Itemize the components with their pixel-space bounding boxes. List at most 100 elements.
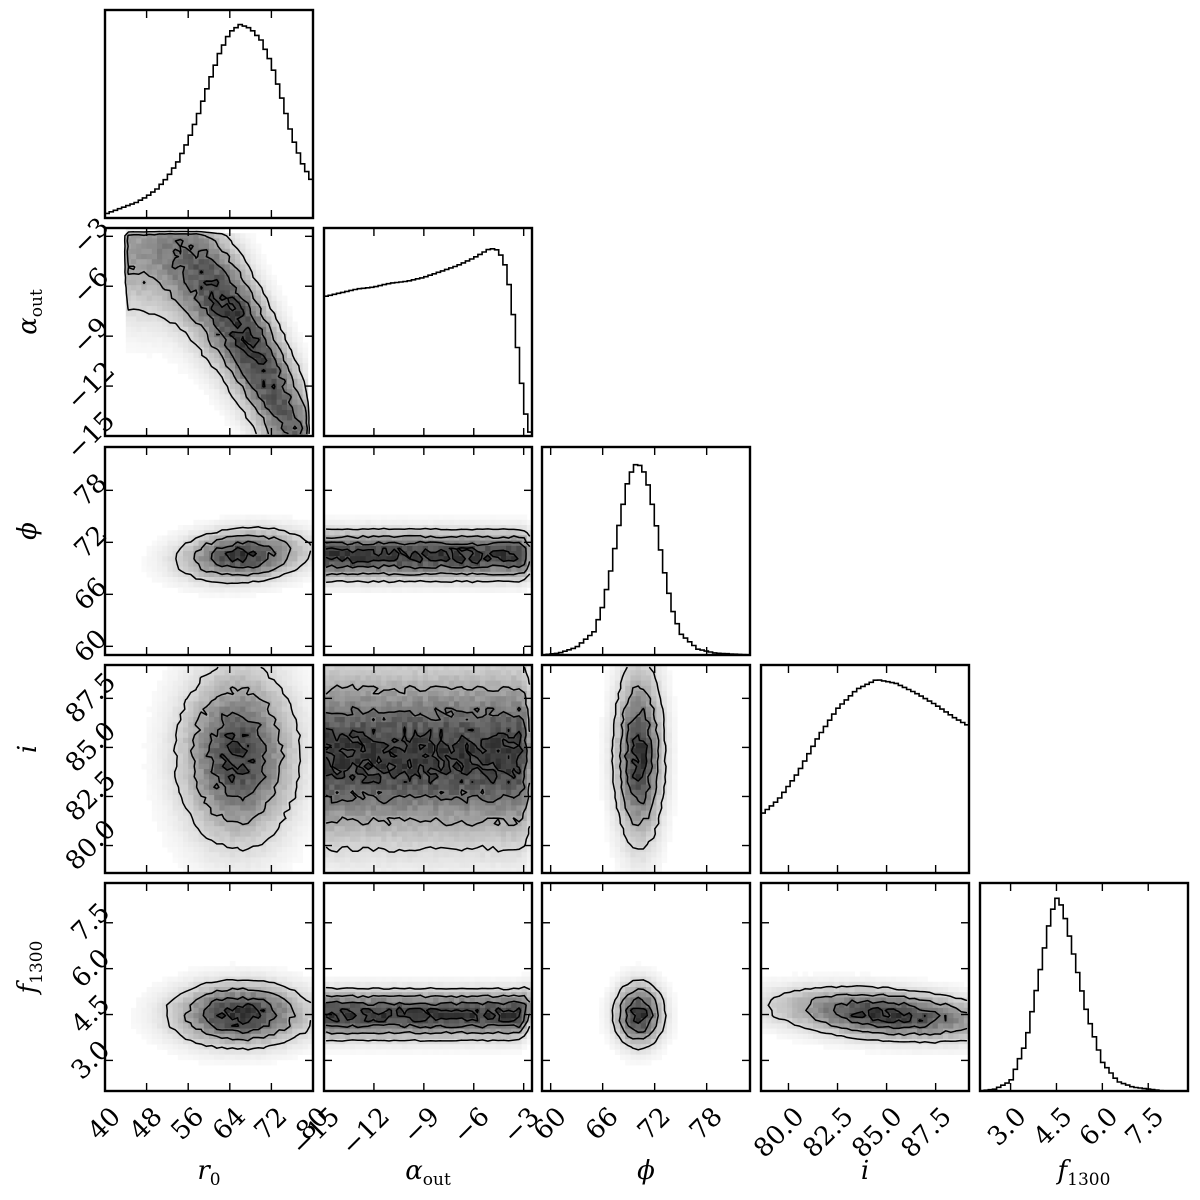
density-cell [625,805,631,811]
density-cell [271,363,277,369]
density-cell [157,815,163,822]
density-cell [255,753,262,759]
density-cell [255,519,262,526]
density-cell [661,696,668,702]
density-cell [188,862,194,869]
density-cell [292,577,298,583]
density-cell [209,243,215,250]
density-cell [203,248,210,255]
density-cell [469,675,476,681]
density-cell [151,800,158,806]
density-cell [229,326,236,333]
density-cell [271,415,277,421]
density-cell [339,805,346,811]
density-cell [235,368,241,374]
density-cell [464,540,470,547]
density-cell [188,696,194,702]
density-cell [198,373,205,380]
density-cell [162,737,168,744]
density-cell [454,665,460,671]
density-cell [245,347,251,354]
density-cell [344,795,351,801]
density-cell [604,675,610,681]
density-cell [614,675,621,681]
density-cell [391,587,398,593]
density-cell [261,306,267,312]
density-cell [177,763,184,770]
density-cell [281,826,288,832]
density-cell [307,748,313,754]
density-cell [157,795,163,801]
density-cell [506,665,512,671]
density-cell [448,556,455,562]
density-cell [422,675,429,681]
density-cell [474,779,481,785]
density-cell [661,836,668,843]
density-cell [454,732,460,739]
density-cell [454,551,460,557]
density-cell [167,836,173,843]
density-cell [412,722,418,728]
density-cell [271,753,277,759]
density-cell [198,587,205,593]
density-cell [500,665,507,671]
density-cell [266,290,272,296]
density-cell [454,685,460,692]
density-cell [516,587,522,593]
density-cell [381,696,387,702]
density-cell [276,352,283,359]
density-cell [235,352,241,359]
density-cell [646,826,652,832]
density-cell [485,789,491,796]
density-cell [464,535,470,541]
density-cell [214,535,220,541]
density-cell [271,373,277,380]
density-cell [609,701,616,707]
density-cell [255,342,262,348]
density-cell [500,551,507,557]
density-cell [666,685,673,692]
density-cell [250,711,257,718]
density-cell [198,800,205,806]
density-cell [454,577,460,583]
density-cell [151,696,158,702]
density-cell [188,577,194,583]
density-cell [209,274,215,281]
density-cell [511,748,517,754]
density-cell [266,774,272,780]
density-cell [229,347,236,354]
density-cell [614,857,621,863]
density-cell [167,774,173,780]
density-cell [193,587,199,593]
density-cell [490,789,496,796]
density-cell [609,691,616,697]
density-cell [490,800,496,806]
density-cell [433,779,439,785]
density-cell [177,300,184,307]
density-cell [412,530,418,536]
density-cell [162,774,168,780]
histogram-panel-f1300 [978,881,1190,1093]
density-cell [203,545,210,552]
density-cell [344,779,351,785]
density-cell [506,514,512,521]
density-cell [193,530,199,536]
density-cell [281,857,288,863]
density-cell [381,582,387,588]
density-cell [229,430,236,436]
density-cell [125,280,132,286]
density-cell [297,670,303,676]
panel-frame [103,445,315,657]
density-cell [433,556,439,562]
density-cell [224,545,231,552]
density-cell [240,784,246,791]
density-cell [485,737,491,744]
density-cell [480,525,486,531]
density-cell [167,769,173,775]
density-cell [250,769,257,775]
density-cell [250,701,257,707]
density-cell [350,732,356,739]
density-cell [635,805,642,811]
density-cell [464,519,470,526]
density-cell [417,665,424,671]
